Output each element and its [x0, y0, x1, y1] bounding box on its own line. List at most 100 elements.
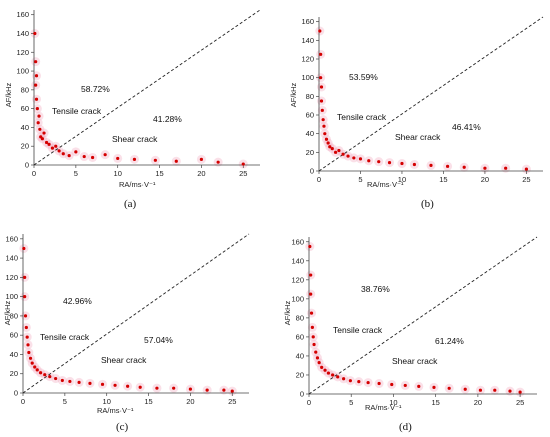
- x-tick-label: 25: [516, 398, 524, 407]
- x-tick-label: 15: [144, 397, 152, 406]
- shear-crack-label: Shear crack: [101, 355, 147, 365]
- y-tick-label: 100: [16, 67, 29, 76]
- x-axis-label: RA/ms·V⁻¹: [97, 406, 134, 415]
- data-points: [22, 246, 234, 393]
- scatter-chart-c: 0 5 10 15 20 25 0 20 40 60 80 100 120 140 160 42.96% T…: [3, 233, 250, 433]
- x-tick-label: 5: [358, 175, 362, 184]
- data-point: [48, 375, 52, 379]
- data-point: [22, 246, 26, 251]
- point-density-halo: [30, 28, 248, 169]
- data-points: [308, 244, 522, 394]
- data-point: [174, 159, 178, 163]
- axes: 0 5 10 15 20 25 0 20 40 60 80 100 120 140 160: [5, 234, 249, 406]
- data-point: [68, 379, 72, 384]
- y-tick-label: 120: [301, 55, 314, 64]
- x-tick-label: 15: [439, 175, 447, 184]
- y-tick-label: 160: [16, 10, 29, 19]
- tensile-crack-label: Tensile crack: [40, 332, 90, 342]
- data-point: [310, 325, 314, 329]
- tensile-percent: 42.96%: [63, 296, 92, 306]
- y-tick-label: 0: [310, 167, 314, 176]
- x-tick-label: 10: [103, 397, 111, 406]
- data-point: [366, 380, 370, 385]
- y-tick-label: 140: [5, 254, 18, 263]
- y-tick-label: 20: [306, 148, 314, 157]
- y-tick-label: 140: [301, 36, 314, 45]
- y-tick-label: 140: [291, 256, 304, 265]
- data-point: [432, 385, 436, 389]
- data-point: [308, 244, 312, 249]
- data-point: [61, 152, 65, 156]
- divider-dashed-line: [22, 233, 250, 394]
- tensile-percent: 58.72%: [81, 84, 110, 94]
- data-point: [34, 97, 39, 101]
- data-point: [88, 381, 92, 385]
- data-point: [33, 365, 37, 369]
- x-tick-label: 20: [186, 397, 194, 406]
- panel-label: (a): [124, 198, 137, 210]
- x-tick-label: 5: [74, 169, 78, 178]
- data-point: [463, 387, 467, 391]
- y-tick-label: 40: [306, 129, 314, 138]
- data-point: [47, 142, 51, 146]
- data-point: [323, 368, 327, 372]
- panel-c: 0 5 10 15 20 25 0 20 40 60 80 100 120 140 160 42.96% T…: [0, 219, 275, 437]
- data-point: [34, 74, 39, 78]
- panel-label: (b): [421, 198, 434, 210]
- divider-line: [318, 16, 544, 172]
- y-axis-label: AF/kHz: [283, 300, 292, 325]
- data-point: [43, 373, 47, 377]
- y-tick-label: 80: [296, 313, 304, 322]
- data-point: [74, 150, 78, 154]
- data-point: [309, 292, 313, 296]
- data-point: [518, 390, 522, 394]
- data-point: [230, 389, 234, 393]
- y-tick-label: 0: [25, 161, 29, 170]
- data-point: [23, 314, 28, 318]
- data-point: [320, 365, 324, 369]
- divider-dashed-line: [308, 236, 538, 395]
- data-point: [35, 368, 39, 372]
- data-point: [508, 389, 512, 393]
- y-tick-label: 20: [21, 142, 29, 151]
- panel-d: 0 5 10 15 20 25 0 20 40 60 80 100 120 140 160 38.76% T…: [275, 219, 550, 437]
- divider-dashed-line: [318, 16, 544, 172]
- data-point: [36, 121, 40, 125]
- x-tick-label: 0: [307, 398, 311, 407]
- y-tick-label: 80: [21, 85, 29, 94]
- data-point: [103, 153, 107, 157]
- y-tick-label: 160: [5, 234, 18, 243]
- data-point: [199, 157, 204, 161]
- data-point: [35, 107, 39, 111]
- data-point: [342, 377, 346, 381]
- scatter-chart-b: 0 5 10 15 20 25 0 20 40 60 80 100 120 140 160 53.59% T…: [289, 16, 544, 210]
- y-tick-label: 140: [16, 29, 29, 38]
- data-point: [50, 146, 55, 150]
- data-point: [317, 361, 321, 365]
- data-point: [358, 157, 363, 161]
- axes: 0 5 10 15 20 25 0 20 40 60 80 100 120 140 160: [291, 237, 537, 407]
- x-tick-label: 15: [431, 398, 439, 407]
- data-point: [100, 382, 105, 386]
- data-point: [324, 137, 329, 141]
- data-point: [357, 380, 361, 384]
- divider-line: [308, 236, 538, 395]
- data-points: [33, 31, 245, 166]
- x-tick-label: 20: [197, 169, 205, 178]
- data-point: [54, 144, 58, 148]
- data-point: [34, 60, 38, 64]
- divider-line: [33, 9, 261, 166]
- data-point: [403, 383, 407, 388]
- data-point: [24, 325, 28, 330]
- x-tick-label: 20: [481, 175, 489, 184]
- data-point: [23, 295, 27, 299]
- x-tick-label: 25: [522, 175, 530, 184]
- shear-crack-label: Shear crack: [395, 132, 441, 142]
- data-point: [319, 85, 324, 89]
- panel-a: 0 5 10 15 20 25 0 20 40 60 80 100 120 140 160 58.72% T…: [0, 0, 275, 218]
- data-point: [37, 114, 41, 118]
- x-tick-label: 5: [349, 398, 353, 407]
- data-point: [390, 382, 394, 387]
- axes: 0 5 10 15 20 25 0 20 40 60 80 100 120 140 160: [16, 10, 260, 178]
- shear-percent: 57.04%: [144, 335, 173, 345]
